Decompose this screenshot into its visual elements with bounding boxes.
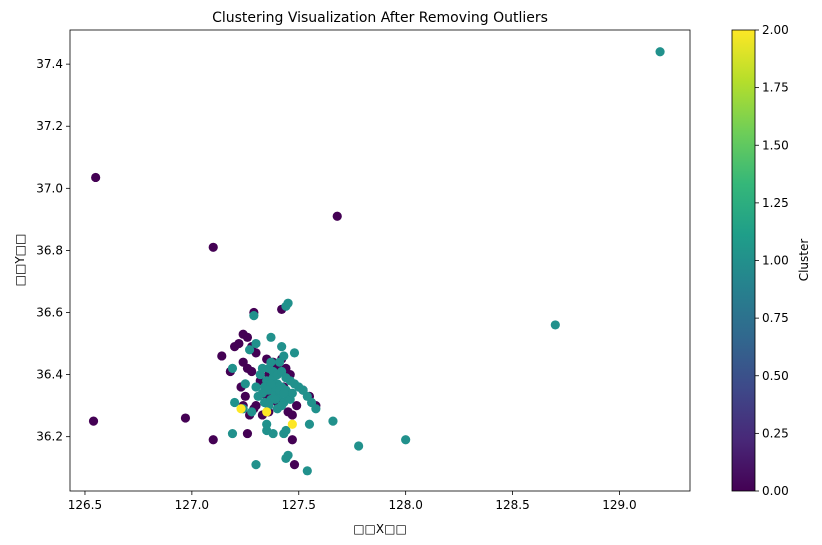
cluster-1-point — [266, 332, 276, 342]
colorbar-tick-label: 1.00 — [762, 254, 789, 268]
cluster-1-point — [240, 379, 250, 389]
y-tick-label: 37.4 — [36, 57, 63, 71]
cluster-1-point — [277, 342, 287, 352]
cluster-0-point — [287, 435, 297, 445]
colorbar-tick-label: 1.50 — [762, 138, 789, 152]
cluster-0-point — [289, 460, 300, 470]
y-tick-label: 36.2 — [36, 430, 63, 444]
cluster-0-point — [217, 351, 227, 361]
colorbar-label: Cluster — [797, 239, 811, 282]
cluster-1-point — [328, 416, 338, 426]
x-tick-label: 128.5 — [495, 498, 529, 512]
cluster-0-point — [234, 338, 244, 349]
cluster-1-point — [227, 428, 238, 439]
y-tick-label: 36.4 — [36, 368, 63, 382]
cluster-1-point — [251, 338, 261, 349]
cluster-0-point — [91, 172, 101, 183]
cluster-1-point — [266, 357, 276, 367]
cluster-1-point — [281, 373, 291, 383]
plot-frame — [69, 29, 691, 492]
cluster-1-point — [227, 363, 238, 373]
y-axis-label: □□Y□□ — [13, 234, 27, 287]
cluster-1-point — [262, 419, 272, 429]
cluster-0-point — [242, 332, 253, 342]
cluster-0-point — [292, 401, 302, 411]
colorbar — [731, 29, 756, 492]
cluster-1-point — [251, 382, 261, 392]
colorbar-tick-label: 0.00 — [762, 484, 789, 498]
cluster-1-point — [302, 466, 312, 476]
cluster-1-point — [289, 348, 300, 358]
cluster-0-point — [88, 416, 99, 426]
cluster-0-point — [240, 391, 250, 401]
colorbar-tick-label: 0.75 — [762, 311, 789, 325]
cluster-1-point — [655, 47, 665, 57]
x-tick-label: 126.5 — [68, 498, 102, 512]
cluster-1-point — [279, 351, 289, 361]
colorbar-ticks: 0.00 0.25 0.50 0.75 1.00 1.25 1.50 1.75 2.00 — [755, 23, 789, 498]
cluster-1-point — [354, 441, 364, 451]
cluster-1-point — [249, 311, 259, 321]
cluster-1-point — [230, 397, 240, 408]
x-axis-label: □□X□□ — [353, 522, 407, 536]
y-tick-label: 36.8 — [36, 243, 63, 257]
cluster-1-point — [283, 450, 293, 460]
cluster-1-point — [287, 388, 297, 398]
cluster-0-point — [283, 407, 293, 417]
cluster-2-point — [236, 404, 246, 414]
cluster-1-point — [401, 435, 411, 445]
colorbar-tick-label: 1.25 — [762, 196, 789, 210]
cluster-1-point — [550, 320, 560, 330]
cluster-2-point — [262, 407, 272, 417]
colorbar-tick-label: 1.75 — [762, 81, 789, 95]
cluster-1-point — [270, 394, 280, 405]
colorbar-tick-label: 2.00 — [762, 23, 789, 37]
cluster-1-point — [247, 407, 257, 417]
cluster-1-point — [281, 425, 291, 436]
cluster-1-point — [281, 301, 291, 311]
y-axis-ticks: 36.2 36.4 36.6 36.8 37.0 37.2 37.4 — [36, 57, 70, 444]
cluster-0-point — [332, 211, 342, 221]
colorbar-tick-label: 0.25 — [762, 426, 789, 440]
x-axis-ticks: 126.5 127.0 127.5 128.0 128.5 129.0 — [68, 491, 637, 512]
cluster-0-point — [208, 242, 218, 252]
y-tick-label: 36.6 — [36, 305, 63, 319]
cluster-0-point — [208, 435, 218, 445]
cluster-1-point — [251, 460, 261, 470]
colorbar-tick-label: 0.50 — [762, 369, 789, 383]
x-tick-label: 127.5 — [282, 498, 316, 512]
cluster-1-point — [257, 363, 268, 373]
cluster-0-point — [180, 413, 191, 423]
cluster-0-point — [247, 366, 257, 377]
cluster-1-point — [304, 419, 315, 429]
cluster-1-point — [279, 388, 289, 398]
x-tick-label: 127.0 — [175, 498, 209, 512]
x-tick-label: 128.0 — [388, 498, 422, 512]
cluster-2-point — [287, 419, 297, 429]
cluster-0-point — [242, 428, 253, 439]
cluster-1-point — [244, 345, 255, 355]
x-tick-label: 129.0 — [602, 498, 636, 512]
y-tick-label: 37.2 — [36, 119, 63, 133]
cluster-1-point — [262, 385, 272, 395]
chart-title: Clustering Visualization After Removing … — [212, 10, 548, 26]
scatter-points — [88, 47, 665, 476]
y-tick-label: 37.0 — [36, 181, 63, 195]
cluster-1-point — [277, 401, 287, 411]
cluster-1-point — [253, 391, 263, 401]
